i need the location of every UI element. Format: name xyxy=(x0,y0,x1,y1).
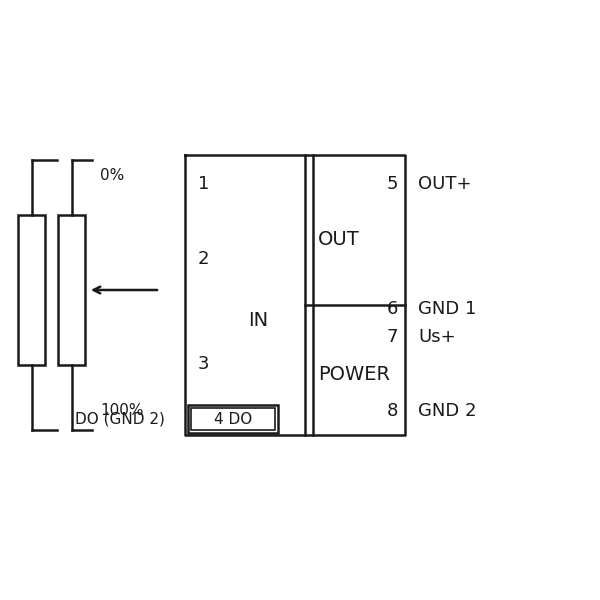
Text: GND 2: GND 2 xyxy=(418,402,476,420)
Text: 1: 1 xyxy=(198,175,209,193)
FancyBboxPatch shape xyxy=(58,215,85,365)
Text: 3: 3 xyxy=(198,355,209,373)
Text: 0%: 0% xyxy=(100,168,124,183)
Text: IN: IN xyxy=(248,311,268,329)
Text: 6: 6 xyxy=(386,300,398,318)
Text: 5: 5 xyxy=(386,175,398,193)
FancyBboxPatch shape xyxy=(191,408,275,430)
Text: 4 DO: 4 DO xyxy=(214,412,252,427)
Text: OUT+: OUT+ xyxy=(418,175,472,193)
Text: POWER: POWER xyxy=(318,365,390,385)
Text: 7: 7 xyxy=(386,328,398,346)
Text: 8: 8 xyxy=(386,402,398,420)
Text: DO (GND 2): DO (GND 2) xyxy=(75,412,165,427)
Text: OUT: OUT xyxy=(318,230,360,249)
FancyBboxPatch shape xyxy=(18,215,45,365)
Text: 2: 2 xyxy=(198,250,209,268)
Text: Us+: Us+ xyxy=(418,328,455,346)
FancyBboxPatch shape xyxy=(188,405,278,433)
Text: 100%: 100% xyxy=(100,403,143,418)
Text: GND 1: GND 1 xyxy=(418,300,476,318)
